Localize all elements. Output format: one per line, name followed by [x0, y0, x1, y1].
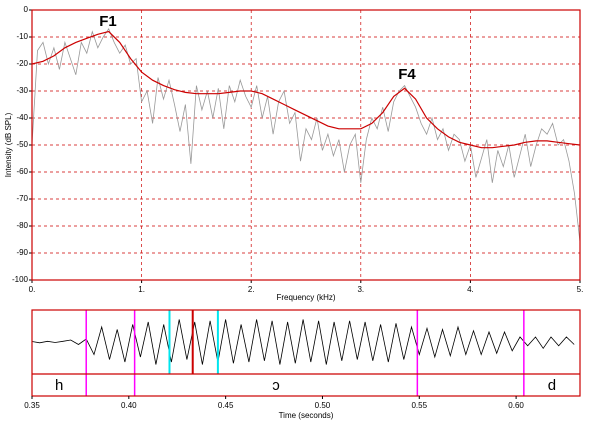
plot-area	[32, 10, 580, 280]
x-tick-label: 0.55	[411, 401, 427, 410]
x-tick-label: 1.	[138, 285, 145, 294]
y-tick-label: -50	[16, 140, 28, 149]
y-tick-label: 0	[24, 5, 29, 14]
segment-label: ɔ	[272, 377, 280, 394]
annotation: F1	[99, 13, 117, 30]
x-tick-label: 0.60	[508, 401, 524, 410]
y-tick-label: -40	[16, 113, 28, 122]
x-axis-label: Time (seconds)	[279, 411, 334, 420]
y-tick-label: -20	[16, 59, 28, 68]
y-tick-label: -80	[16, 221, 28, 230]
plot-border	[31, 9, 581, 281]
waveform	[31, 319, 575, 365]
segment-label: d	[548, 377, 556, 394]
y-tick-label: -90	[16, 248, 28, 257]
x-tick-label: 0.	[29, 285, 36, 294]
plot-border	[31, 309, 581, 397]
segment-label: h	[55, 377, 63, 394]
y-tick-label: -70	[16, 194, 28, 203]
x-tick-label: 0.35	[24, 401, 40, 410]
y-axis-label: Intensity (dB SPL)	[4, 112, 13, 177]
line-series	[31, 30, 581, 149]
x-tick-label: 3.	[357, 285, 364, 294]
y-tick-label: -30	[16, 86, 28, 95]
annotation: F4	[398, 66, 416, 83]
y-tick-label: -60	[16, 167, 28, 176]
x-tick-label: 0.40	[121, 401, 137, 410]
x-tick-label: 0.50	[315, 401, 331, 410]
x-tick-label: 5.	[577, 285, 584, 294]
x-tick-label: 0.45	[218, 401, 234, 410]
x-tick-label: 4.	[467, 285, 474, 294]
x-axis-label: Frequency (kHz)	[276, 293, 335, 302]
y-tick-label: -10	[16, 32, 28, 41]
y-tick-label: -100	[12, 275, 29, 284]
x-tick-label: 2.	[248, 285, 255, 294]
